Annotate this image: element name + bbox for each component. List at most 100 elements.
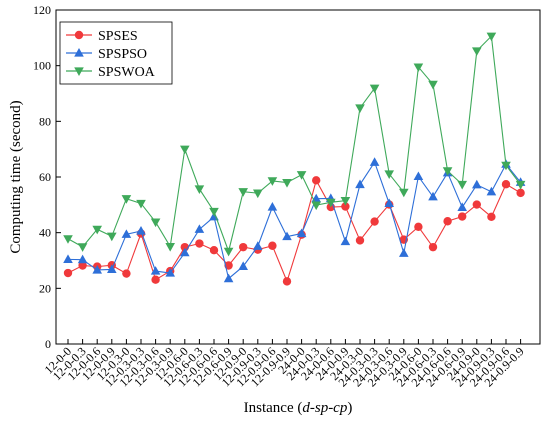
data-point-spspso: [107, 264, 117, 274]
data-point-spses: [239, 242, 248, 252]
data-point-spswoa: [165, 242, 175, 252]
series-line-spses: [67, 178, 521, 283]
legend-marker-spses: [74, 30, 84, 40]
data-point-spswoa: [501, 161, 511, 171]
y-axis-title: Computing time (second): [8, 100, 24, 253]
data-point-spspso: [267, 202, 278, 211]
data-point-spswoa: [77, 243, 88, 252]
data-point-spswoa: [326, 198, 336, 208]
data-point-spspso: [180, 247, 190, 257]
y-axis: 0 20 40 60 80 100 120: [33, 3, 61, 351]
data-point-spses: [209, 246, 219, 255]
data-point-spspso: [136, 225, 146, 235]
data-point-spswoa: [267, 177, 278, 186]
y-tick-label: 60: [39, 170, 51, 184]
data-point-spspso: [194, 224, 205, 233]
y-tick-label: 0: [45, 337, 51, 351]
data-point-spswoa: [150, 218, 161, 228]
data-point-spspso: [296, 228, 307, 238]
data-point-spses: [370, 217, 379, 226]
data-point-spswoa: [515, 180, 526, 190]
data-point-spspso: [165, 268, 175, 277]
data-point-spspso: [238, 261, 248, 270]
data-point-spswoa: [399, 188, 409, 198]
x-axis-title-close: ): [347, 400, 352, 416]
data-point-spspso: [77, 254, 88, 264]
data-point-spswoa: [107, 232, 117, 242]
data-point-spswoa: [384, 170, 394, 179]
data-point-spswoa: [413, 63, 424, 73]
data-point-spswoa: [63, 235, 73, 244]
data-point-spses: [312, 176, 321, 185]
data-point-spswoa: [136, 199, 146, 209]
y-tick-label: 120: [33, 3, 51, 17]
y-tick-label: 20: [39, 281, 51, 295]
data-point-spswoa: [121, 195, 132, 204]
data-point-spses: [341, 202, 350, 211]
data-point-spswoa: [282, 178, 292, 188]
data-point-spses: [122, 269, 131, 278]
data-point-spspso: [340, 236, 351, 246]
legend-marker-spswoa: [74, 67, 84, 76]
data-point-spswoa: [442, 167, 453, 176]
x-axis: 12-0-012-0-0.312-0-0.612-0-0.912-0.3-012…: [42, 339, 527, 389]
series-line-spswoa: [67, 34, 522, 254]
data-point-spswoa: [180, 145, 190, 155]
data-point-spses: [355, 236, 365, 245]
data-point-spspso: [282, 231, 292, 241]
data-point-spses: [78, 261, 87, 270]
x-axis-title-italic: d-sp-cp: [302, 400, 347, 416]
data-point-spswoa: [253, 189, 263, 199]
data-point-spswoa: [457, 180, 467, 190]
data-point-spswoa: [340, 197, 351, 206]
data-point-spswoa: [311, 201, 321, 211]
data-point-spses: [63, 268, 73, 278]
data-point-spspso: [428, 191, 438, 201]
data-point-spses: [443, 217, 452, 226]
data-point-spses: [458, 212, 467, 221]
data-point-spses: [487, 212, 496, 222]
data-point-spspso: [457, 202, 467, 211]
y-tick-label: 100: [33, 59, 51, 73]
data-point-spswoa: [92, 225, 102, 235]
x-axis-title-main: Instance (: [244, 400, 303, 416]
y-tick-label: 80: [39, 114, 51, 128]
legend: SPSES SPSPSO SPSWOA: [59, 21, 173, 85]
data-point-spswoa: [194, 185, 205, 194]
data-point-spspso: [150, 266, 161, 275]
data-point-spswoa: [296, 171, 307, 180]
x-axis-title: Instance (d-sp-cp): [244, 400, 353, 416]
data-point-spses: [501, 180, 511, 189]
data-point-spspso: [413, 171, 424, 181]
data-point-spspso: [472, 179, 482, 189]
series-line-spspso: [67, 161, 522, 280]
series-layer: [63, 32, 526, 286]
legend-marker-spspso: [74, 48, 84, 57]
data-point-spses: [472, 200, 481, 209]
data-point-spspso: [223, 273, 234, 283]
y-tick-label: 40: [39, 226, 51, 240]
data-point-spswoa: [223, 247, 234, 257]
legend-label-spspso: SPSPSO: [98, 47, 147, 62]
data-point-spswoa: [486, 32, 497, 42]
series-spswoa: [63, 32, 526, 257]
data-point-spswoa: [209, 207, 219, 217]
data-point-spspso: [399, 248, 409, 257]
series-spspso: [63, 157, 526, 283]
data-point-spses: [414, 222, 423, 232]
data-point-spspso: [92, 264, 102, 274]
data-point-spswoa: [428, 80, 438, 90]
legend-label-spses: SPSES: [98, 29, 138, 44]
data-point-spses: [268, 241, 277, 250]
data-point-spspso: [253, 241, 263, 250]
data-point-spspso: [486, 186, 497, 196]
data-point-spswoa: [238, 188, 248, 197]
data-point-spses: [195, 239, 204, 248]
legend-label-spswoa: SPSWOA: [98, 65, 156, 80]
data-point-spswoa: [369, 84, 380, 94]
data-point-spspso: [63, 254, 73, 263]
data-point-spspso: [384, 198, 394, 208]
data-point-spspso: [355, 179, 365, 189]
